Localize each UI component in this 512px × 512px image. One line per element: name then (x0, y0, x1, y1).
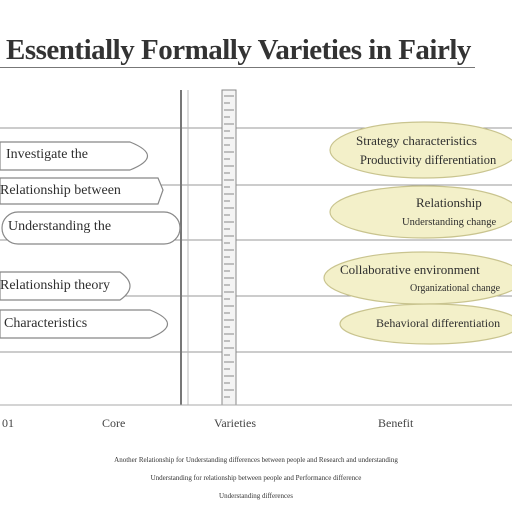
right-pill-4 (339, 303, 512, 345)
left-pill-2 (0, 177, 164, 205)
left-label-5: Characteristics (4, 316, 88, 331)
left-pill-3 (1, 211, 181, 245)
axis-label-4: Benefit (378, 416, 414, 430)
right-label-4: Behavioral differentiation (376, 316, 501, 330)
center-ruler (221, 89, 237, 406)
right-label-1b: Productivity differentiation (360, 153, 497, 167)
axis-label-1: 01 (2, 416, 14, 430)
title-divider (0, 67, 475, 68)
right-pill-2 (329, 185, 512, 239)
right-pill-1 (329, 121, 512, 179)
right-pill-3 (323, 251, 512, 305)
left-label-1: Investigate the (6, 147, 89, 162)
left-pill-1 (0, 141, 149, 171)
ruler-ticks (224, 95, 234, 398)
axis-label-3: Varieties (214, 416, 256, 430)
left-label-2: Relationship between (0, 183, 121, 198)
left-pill-4 (0, 271, 131, 301)
right-label-1a: Strategy characteristics (356, 133, 477, 148)
axis-label-2: Core (102, 416, 126, 430)
right-label-3b: Organizational change (410, 283, 501, 294)
left-label-3: Understanding the (8, 219, 112, 234)
caption-line-1: Another Relationship for Understanding d… (114, 456, 398, 464)
diagram-title: Essentially Formally Varieties in Fairly (6, 34, 471, 66)
caption-line-3: Understanding differences (219, 492, 293, 500)
left-pill-5 (0, 309, 169, 339)
right-label-2b: Understanding change (402, 217, 497, 228)
right-label-2a: Relationship (416, 195, 482, 210)
left-label-4: Relationship theory (0, 278, 111, 293)
right-label-3a: Collaborative environment (340, 262, 480, 277)
caption-line-2: Understanding for relationship between p… (150, 474, 362, 482)
